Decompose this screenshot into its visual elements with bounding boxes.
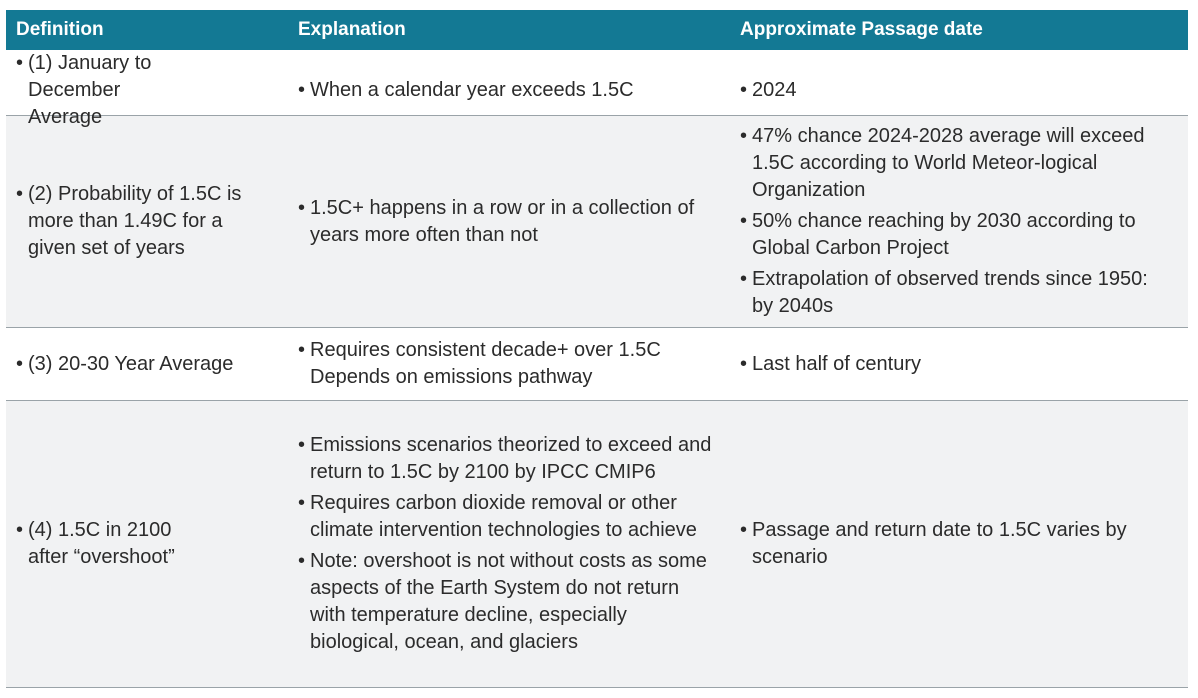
table-row: • (1) January to December Average • When…: [6, 50, 1188, 128]
definition-cell: • (3) 20-30 Year Average: [6, 351, 288, 378]
bullet-text: Passage and return date to 1.5C varies b…: [752, 519, 1127, 568]
bullet-text: Last half of century: [752, 352, 921, 375]
table-row: • (4) 1.5C in 2100 after “overshoot” • E…: [6, 401, 1188, 688]
bullet-item: • (1) January to December Average: [16, 50, 280, 131]
definition-cell: • (1) January to December Average: [6, 50, 288, 131]
bullet-dot: •: [740, 79, 748, 101]
bullet-item: • Extrapolation of observed trends since…: [740, 266, 1180, 320]
explanation-cell: • 1.5C+ happens in a row or in a collect…: [288, 195, 730, 249]
bullet-dot: •: [16, 352, 24, 375]
bullet-dot: •: [16, 519, 24, 541]
bullet-dot: •: [740, 125, 748, 147]
passage-cell: • Passage and return date to 1.5C varies…: [730, 517, 1188, 571]
bullet-dot: •: [298, 339, 306, 361]
bullet-text: 47% chance 2024-2028 average will exceed…: [752, 125, 1145, 201]
bullet-item: • 1.5C+ happens in a row or in a collect…: [298, 195, 722, 249]
climate-definitions-table: Definition Explanation Approximate Passa…: [6, 10, 1188, 688]
bullet-item: • Emissions scenarios theorized to excee…: [298, 432, 722, 486]
bullet-dot: •: [740, 352, 748, 375]
bullet-text: Requires carbon dioxide removal or other…: [310, 492, 697, 541]
passage-cell: • 2024: [730, 77, 1188, 104]
bullet-dot: •: [740, 268, 748, 290]
bullet-item: • Note: overshoot is not without costs a…: [298, 548, 722, 656]
bullet-item: • When a calendar year exceeds 1.5C: [298, 77, 722, 104]
bullet-item: • (4) 1.5C in 2100 after “overshoot”: [16, 517, 280, 571]
table-row: • (3) 20-30 Year Average • Requires cons…: [6, 328, 1188, 401]
definition-cell: • (4) 1.5C in 2100 after “overshoot”: [6, 517, 288, 571]
bullet-item: • 2024: [740, 77, 1180, 104]
bullet-text: 50% chance reaching by 2030 according to…: [752, 210, 1136, 259]
explanation-cell: • When a calendar year exceeds 1.5C: [288, 77, 730, 104]
bullet-item: • Last half of century: [740, 351, 1180, 378]
bullet-text: Extrapolation of observed trends since 1…: [752, 268, 1148, 317]
bullet-text: (3) 20-30 Year Average: [28, 352, 234, 375]
bullet-dot: •: [16, 183, 24, 205]
bullet-dot: •: [298, 79, 306, 101]
bullet-text: 2024: [752, 79, 797, 101]
bullet-dot: •: [298, 550, 306, 572]
bullet-text: (2) Probability of 1.5C is more than 1.4…: [28, 183, 242, 259]
header-passage-date: Approximate Passage date: [740, 19, 983, 40]
bullet-dot: •: [740, 210, 748, 232]
bullet-item: • Passage and return date to 1.5C varies…: [740, 517, 1180, 571]
bullet-text: 1.5C+ happens in a row or in a collectio…: [310, 196, 695, 246]
definition-cell: • (2) Probability of 1.5C is more than 1…: [6, 181, 288, 262]
bullet-dot: •: [298, 492, 306, 514]
bullet-item: • Requires consistent decade+ over 1.5C …: [298, 337, 722, 391]
bullet-dot: •: [298, 196, 306, 219]
bullet-item: • 50% chance reaching by 2030 according …: [740, 208, 1180, 262]
passage-cell: • Last half of century: [730, 351, 1188, 378]
bullet-text: When a calendar year exceeds 1.5C: [310, 79, 634, 101]
bullet-text: Emissions scenarios theorized to exceed …: [310, 434, 712, 483]
header-definition: Definition: [16, 19, 104, 40]
passage-cell: • 47% chance 2024-2028 average will exce…: [730, 123, 1188, 320]
table-row: • (2) Probability of 1.5C is more than 1…: [6, 116, 1188, 328]
bullet-item: • (2) Probability of 1.5C is more than 1…: [16, 181, 280, 262]
header-explanation: Explanation: [298, 19, 406, 40]
bullet-text: Requires consistent decade+ over 1.5C De…: [310, 339, 661, 388]
explanation-cell: • Emissions scenarios theorized to excee…: [288, 432, 730, 656]
bullet-text: (1) January to December Average: [28, 52, 152, 128]
explanation-cell: • Requires consistent decade+ over 1.5C …: [288, 337, 730, 391]
bullet-dot: •: [298, 434, 306, 456]
bullet-item: • Requires carbon dioxide removal or oth…: [298, 490, 722, 544]
bullet-text: Note: overshoot is not without costs as …: [310, 550, 707, 653]
table-header: Definition Explanation Approximate Passa…: [6, 10, 1188, 50]
bullet-item: • (3) 20-30 Year Average: [16, 351, 280, 378]
bullet-dot: •: [740, 519, 748, 541]
bullet-dot: •: [16, 52, 24, 74]
bullet-text: (4) 1.5C in 2100 after “overshoot”: [28, 519, 175, 568]
bullet-item: • 47% chance 2024-2028 average will exce…: [740, 123, 1180, 204]
